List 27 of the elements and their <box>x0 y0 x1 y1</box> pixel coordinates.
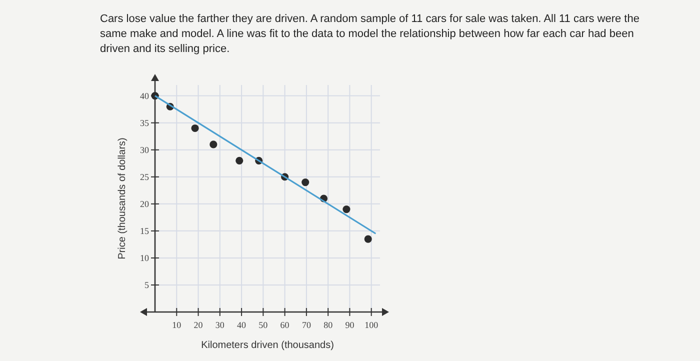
point <box>210 140 218 148</box>
y-tick-label: 20 <box>140 198 150 209</box>
x-tick-label: 60 <box>280 320 290 330</box>
y-tick-label: 25 <box>140 172 150 182</box>
x-tick-label: 80 <box>324 320 334 330</box>
x-tick-label: 30 <box>215 320 225 330</box>
x-tick-label: 10 <box>172 320 182 330</box>
point <box>364 235 372 243</box>
point <box>342 206 350 214</box>
y-tick-label: 5 <box>144 280 150 290</box>
y-tick-label: 30 <box>140 144 150 155</box>
y-tick-label: 10 <box>140 252 150 263</box>
point <box>236 156 244 164</box>
x-tick-label: 20 <box>194 320 204 330</box>
point <box>191 124 199 132</box>
x-tick-label: 100 <box>364 320 379 330</box>
y-tick-label: 40 <box>140 90 150 101</box>
x-tick-label: 50 <box>258 320 268 330</box>
x-axis-title: Kilometers driven (thousands) <box>201 340 334 351</box>
x-tick-label: 40 <box>237 320 247 330</box>
y-axis-title: Price (thousands of dollars) <box>117 138 128 260</box>
point <box>302 178 310 186</box>
chart-title: Cars lose value the farther they are driven. A random sample of 11 cars for sale was taken. All 11 cars were the same make and model. A line was fit to the data to model the relationship between how far each car had been driven and its selling price. <box>100 13 640 55</box>
y-tick-label: 15 <box>140 226 150 236</box>
y-tick-label: 35 <box>140 118 150 128</box>
x-tick-label: 70 <box>302 320 312 330</box>
x-tick-label: 90 <box>345 320 355 330</box>
